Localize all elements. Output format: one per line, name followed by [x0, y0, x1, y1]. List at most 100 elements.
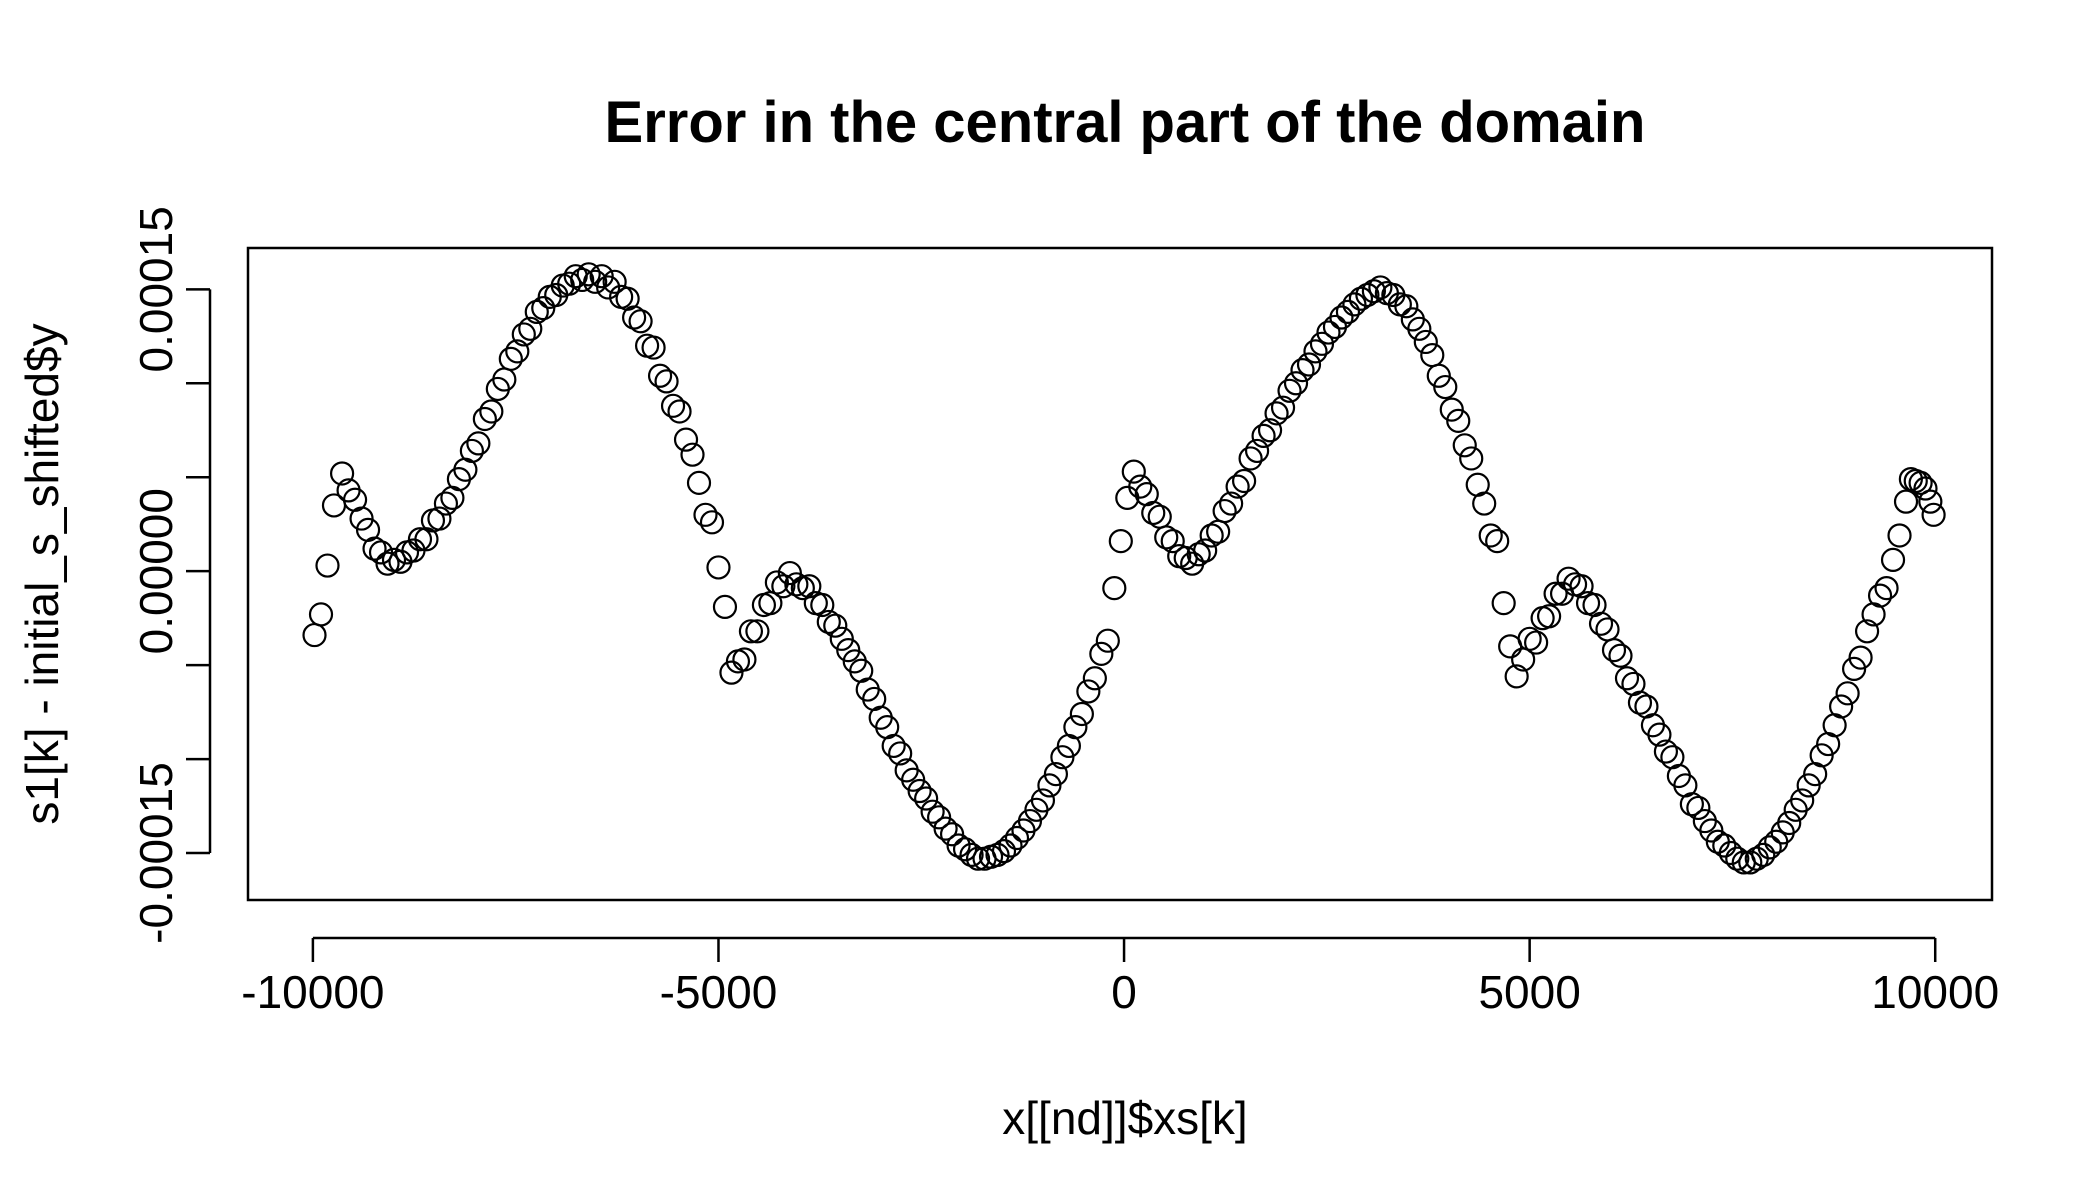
- data-point: [1316, 320, 1341, 345]
- data-point: [518, 316, 543, 341]
- data-point: [1095, 628, 1120, 653]
- data-point: [576, 262, 601, 287]
- data-point: [1154, 525, 1179, 550]
- data-point: [570, 267, 595, 293]
- data-point: [1653, 739, 1679, 764]
- data-point: [589, 264, 614, 289]
- data-point: [1472, 491, 1497, 516]
- plot-frame: [246, 246, 1994, 902]
- data-point: [680, 442, 705, 467]
- data-point: [1420, 343, 1445, 368]
- x-tick-label: 5000: [1478, 966, 1580, 1018]
- data-point: [1829, 694, 1854, 719]
- data-point: [933, 816, 958, 841]
- x-tick-label: 0: [1111, 966, 1137, 1018]
- data-point: [1264, 401, 1289, 426]
- data-point: [1186, 542, 1211, 567]
- data-point: [1459, 446, 1484, 471]
- data-point: [1160, 529, 1185, 554]
- data-point: [1777, 810, 1802, 836]
- data-point: [1908, 470, 1933, 495]
- data-point: [914, 786, 939, 811]
- data-point: [1244, 438, 1270, 464]
- data-point: [816, 609, 841, 635]
- y-axis: -0.00015 0.00000 0.00015: [130, 206, 212, 944]
- data-point: [1426, 363, 1451, 388]
- data-point: [1893, 489, 1919, 514]
- data-point: [810, 592, 835, 618]
- data-point: [1446, 408, 1471, 433]
- x-tick-label: -5000: [660, 966, 778, 1018]
- data-point: [1082, 666, 1107, 691]
- data-point: [1867, 583, 1893, 608]
- data-point: [459, 438, 484, 464]
- data-point: [1309, 331, 1335, 356]
- data-point: [1880, 547, 1906, 573]
- data-point: [1232, 468, 1257, 494]
- data-point: [1219, 491, 1244, 516]
- data-point: [1043, 762, 1069, 787]
- data-point: [1355, 282, 1380, 308]
- data-point: [1569, 574, 1594, 599]
- x-tick-label: -10000: [241, 966, 384, 1018]
- data-point: [1212, 498, 1237, 524]
- data-point: [686, 470, 712, 495]
- data-point: [1017, 808, 1043, 834]
- data-point: [1485, 529, 1510, 554]
- data-point: [1407, 316, 1432, 341]
- data-point: [1108, 529, 1133, 554]
- data-point: [1439, 397, 1464, 422]
- data-point: [524, 299, 549, 324]
- data-point: [1543, 581, 1568, 606]
- data-point: [1725, 846, 1750, 871]
- data-point: [1712, 833, 1737, 858]
- data-point: [1433, 374, 1458, 400]
- data-point: [706, 555, 731, 580]
- y-tick-label: -0.00015: [130, 762, 182, 944]
- data-point: [745, 619, 770, 644]
- data-point: [1874, 575, 1899, 601]
- data-point: [1556, 566, 1581, 591]
- data-point: [1913, 476, 1938, 501]
- data-point: [1595, 617, 1620, 642]
- data-point: [1452, 433, 1477, 458]
- data-point: [1491, 591, 1516, 616]
- data-point: [1089, 641, 1114, 666]
- data-point: [1537, 604, 1562, 629]
- data-point: [315, 553, 340, 578]
- data-point: [1686, 795, 1711, 821]
- data-point: [888, 741, 913, 766]
- data-point: [667, 399, 692, 424]
- data-point: [427, 506, 452, 531]
- data-point: [329, 461, 355, 486]
- data-point: [1809, 743, 1834, 768]
- data-point: [433, 491, 459, 516]
- data-point: [1348, 286, 1374, 311]
- data-point: [1069, 701, 1094, 727]
- data-point: [1147, 504, 1172, 529]
- data-point: [712, 594, 738, 619]
- data-point: [511, 322, 536, 347]
- data-point: [375, 551, 400, 576]
- data-point: [1342, 292, 1367, 317]
- data-point: [738, 619, 764, 644]
- chart-title: Error in the central part of the domain: [605, 90, 1646, 155]
- y-tick-label: 0.00015: [130, 206, 182, 372]
- data-point: [1199, 523, 1224, 548]
- data-point: [1296, 352, 1322, 377]
- data-point: [693, 502, 718, 527]
- data-point: [1757, 835, 1782, 860]
- data-point: [1303, 339, 1328, 364]
- data-point: [602, 269, 627, 294]
- data-point: [1627, 690, 1653, 715]
- data-point: [1738, 850, 1763, 875]
- data-point: [836, 637, 861, 663]
- data-point: [1238, 446, 1263, 471]
- data-point: [1361, 279, 1386, 304]
- data-point: [907, 778, 932, 804]
- data-point: [557, 271, 582, 296]
- data-point: [732, 647, 757, 672]
- data-point: [466, 431, 491, 456]
- data-point: [407, 527, 433, 552]
- data-point: [1478, 523, 1503, 548]
